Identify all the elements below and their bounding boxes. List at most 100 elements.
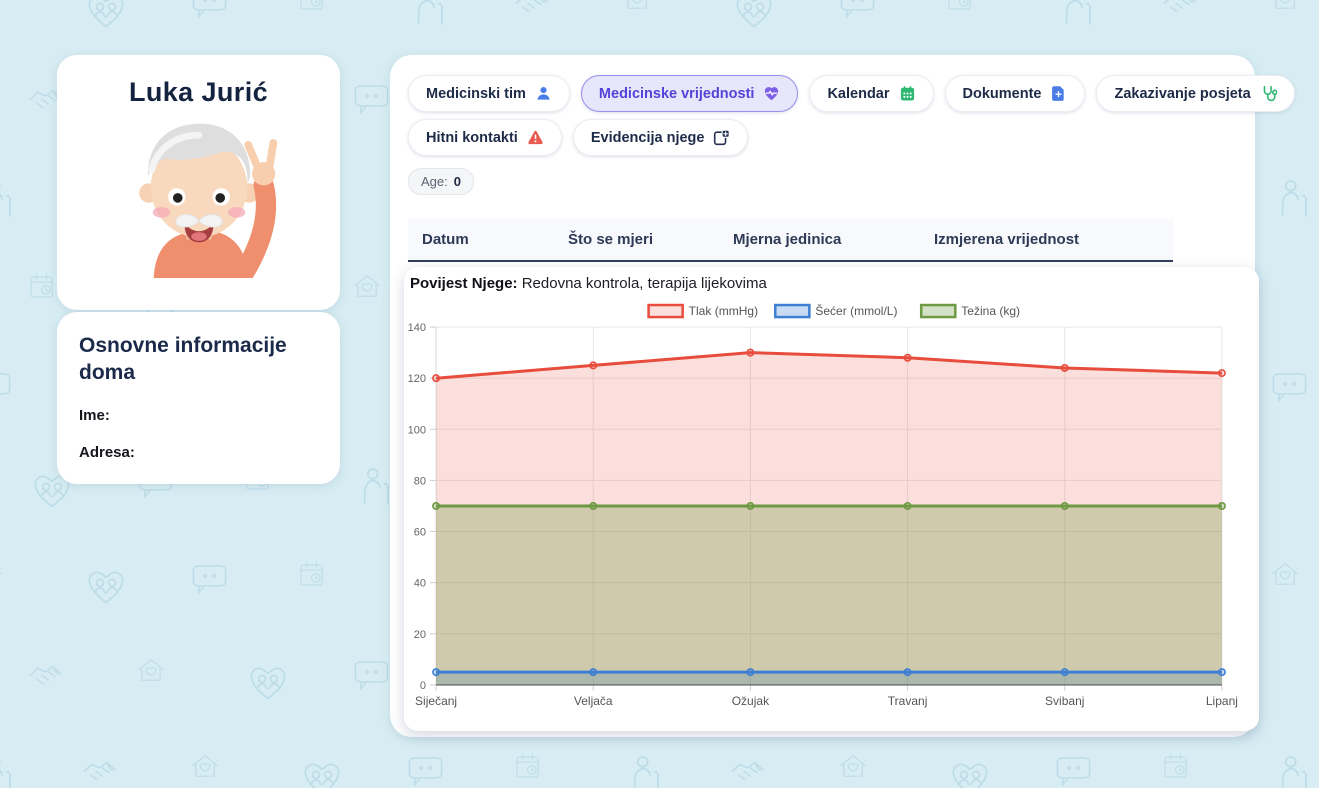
legend-item[interactable]: Težina (kg) — [919, 303, 1020, 319]
data-point[interactable] — [746, 348, 755, 357]
house-heart-icon — [138, 659, 164, 681]
calendar-clock-icon — [300, 0, 323, 10]
data-point[interactable] — [589, 501, 598, 510]
tab-label: Zakazivanje posjeta — [1114, 85, 1251, 102]
calendar-clock-icon — [516, 753, 539, 778]
handshake-icon — [29, 665, 62, 685]
patient-avatar — [57, 112, 340, 283]
y-tick-label: 40 — [414, 578, 426, 590]
info-field-label: Ime: — [79, 406, 110, 424]
handshake-icon — [83, 761, 116, 781]
house-heart-icon — [627, 0, 647, 9]
tab-label: Medicinske vrijednosti — [598, 85, 755, 102]
y-tick-label: 60 — [414, 527, 426, 539]
person-cane-icon — [0, 183, 11, 217]
calendar-clock-icon — [30, 273, 53, 298]
data-point[interactable] — [1060, 363, 1069, 372]
house-heart-icon — [354, 275, 380, 297]
data-point[interactable] — [589, 668, 598, 677]
house-heart-icon — [840, 755, 866, 777]
svg-text:Težina (kg): Težina (kg) — [961, 304, 1020, 318]
tab-row-secondary: Hitni kontakti Evidencija njege — [408, 119, 1237, 156]
x-tick-label: Svibanj — [1045, 694, 1084, 708]
handshake-icon — [731, 761, 764, 781]
speech-bubble-icon — [354, 661, 389, 690]
handshake-icon — [1163, 0, 1196, 13]
tab-kalendar[interactable]: Kalendar — [809, 75, 934, 112]
tab-label: Hitni kontakti — [426, 129, 518, 146]
tab-zakazivanje-posjeta[interactable]: Zakazivanje posjeta — [1096, 75, 1295, 112]
tab-evidencija-njege[interactable]: Evidencija njege — [572, 119, 749, 156]
info-field-label: Adresa: — [79, 443, 135, 461]
handshake-icon — [29, 89, 62, 109]
handshake-icon — [515, 0, 548, 13]
y-tick-label: 120 — [408, 373, 426, 385]
svg-text:Šećer (mmol/L): Šećer (mmol/L) — [815, 303, 897, 318]
person-cane-icon — [1065, 0, 1091, 25]
x-tick-label: Travanj — [888, 694, 928, 708]
care-history-value: Redovna kontrola, terapija lijekovima — [521, 275, 767, 292]
legend-item[interactable]: Šećer (mmol/L) — [774, 303, 897, 319]
data-point[interactable] — [1217, 369, 1226, 378]
data-point[interactable] — [746, 668, 755, 677]
family-heart-icon — [250, 667, 286, 700]
svg-text:Tlak (mmHg): Tlak (mmHg) — [689, 304, 758, 318]
speech-bubble-icon — [354, 85, 389, 114]
legend-item[interactable]: Tlak (mmHg) — [647, 303, 759, 319]
age-badge-label: Age: — [421, 174, 448, 189]
data-point[interactable] — [903, 668, 912, 677]
data-point[interactable] — [432, 668, 441, 677]
data-point[interactable] — [1217, 668, 1226, 677]
patient-name: Luka Jurić — [128, 77, 269, 107]
family-heart-icon — [34, 475, 70, 508]
speech-bubble-icon — [192, 565, 227, 594]
data-point[interactable] — [903, 353, 912, 362]
warning-icon — [528, 130, 543, 145]
y-tick-label: 100 — [408, 424, 426, 436]
series-line — [435, 351, 1222, 380]
speech-bubble-icon — [0, 373, 11, 395]
data-point[interactable] — [903, 501, 912, 510]
family-heart-icon — [88, 571, 124, 604]
family-heart-icon — [736, 0, 772, 28]
family-heart-icon — [88, 0, 124, 28]
calendar-icon — [900, 86, 914, 101]
tab-medicinske-vrijednosti[interactable]: Medicinske vrijednosti — [580, 75, 799, 112]
calendar-clock-icon — [948, 0, 971, 10]
tab-label: Dokumente — [962, 85, 1042, 102]
main-panel: Medicinski tim Medicinske vrijednosti Kale… — [390, 55, 1295, 737]
series-area — [436, 672, 1222, 685]
tab-dokumente[interactable]: Dokumente — [944, 75, 1086, 112]
house-heart-icon — [1275, 0, 1295, 9]
home-info-title: Osnovne informacije doma — [79, 334, 287, 385]
age-badge: Age: 0 — [408, 168, 474, 195]
table-column-header: Datum — [422, 231, 469, 248]
age-badge-value: 0 — [453, 174, 461, 189]
data-point[interactable] — [746, 501, 755, 510]
data-point[interactable] — [432, 501, 441, 510]
y-tick-label: 20 — [414, 629, 426, 641]
series-area — [436, 505, 1222, 685]
vitals-chart[interactable]: 0 20 40 60 80 100 120 140 Siječanj Veljača Ožujak T… — [404, 295, 1259, 720]
care-history-panel: Povijest Njege: Redovna kontrola, terapi… — [404, 267, 1259, 731]
tab-label: Medicinski tim — [426, 85, 526, 102]
measurements-table-header: Datum Što se mjeri Mjerna jedinica Izmjeren… — [408, 219, 1173, 262]
home-info-card: Osnovne informacije doma Ime: Adresa: — [57, 312, 340, 484]
table-column-header: Što se mjeri — [568, 231, 654, 248]
data-point[interactable] — [1060, 668, 1069, 677]
person-cane-icon — [417, 0, 443, 25]
y-tick-label: 140 — [408, 322, 426, 334]
house-heart-icon — [1272, 563, 1298, 585]
care-history-line: Povijest Njege: Redovna kontrola, terapi… — [404, 273, 1259, 294]
calendar-clock-icon — [300, 561, 323, 586]
tab-hitni-kontakti[interactable]: Hitni kontakti — [408, 119, 562, 156]
care-history-label: Povijest Njege: — [410, 275, 518, 292]
tab-medicinski-tim[interactable]: Medicinski tim — [408, 75, 570, 112]
data-point[interactable] — [1217, 501, 1226, 510]
team-icon — [537, 87, 550, 100]
speech-bubble-icon — [192, 0, 227, 18]
data-point[interactable] — [589, 361, 598, 370]
speech-bubble-icon — [408, 757, 443, 786]
data-point[interactable] — [1060, 501, 1069, 510]
data-point[interactable] — [432, 374, 441, 383]
